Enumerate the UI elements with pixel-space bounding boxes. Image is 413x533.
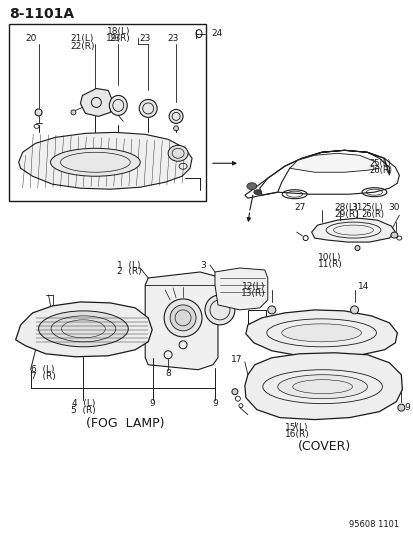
Text: (FOG  LAMP): (FOG LAMP) — [86, 417, 164, 430]
Polygon shape — [289, 154, 378, 172]
Text: 29(R): 29(R) — [334, 209, 358, 219]
Ellipse shape — [170, 305, 196, 331]
Ellipse shape — [168, 146, 188, 161]
Text: 3: 3 — [199, 261, 205, 270]
Text: 26(R): 26(R) — [368, 166, 392, 175]
Text: 9: 9 — [149, 399, 155, 408]
Polygon shape — [245, 310, 396, 357]
Polygon shape — [19, 132, 192, 189]
Text: (COVER): (COVER) — [297, 440, 350, 453]
Ellipse shape — [277, 375, 367, 399]
Ellipse shape — [71, 110, 76, 115]
Text: 21(L): 21(L) — [71, 34, 94, 43]
Polygon shape — [311, 218, 394, 242]
Text: 20: 20 — [25, 34, 36, 43]
Ellipse shape — [354, 246, 359, 251]
Text: 23: 23 — [109, 34, 121, 43]
Ellipse shape — [253, 190, 261, 195]
Bar — [247, 310, 265, 324]
Polygon shape — [244, 353, 401, 419]
Text: 31: 31 — [351, 203, 362, 212]
Polygon shape — [16, 302, 152, 357]
Text: 9: 9 — [404, 403, 409, 412]
Ellipse shape — [109, 95, 127, 116]
Ellipse shape — [397, 404, 404, 411]
Text: 8: 8 — [165, 369, 171, 378]
Ellipse shape — [169, 109, 183, 123]
Text: 13(R): 13(R) — [240, 289, 265, 298]
Polygon shape — [80, 88, 112, 116]
Polygon shape — [214, 268, 267, 310]
Bar — [9, 23, 206, 201]
Polygon shape — [145, 272, 217, 370]
Ellipse shape — [267, 306, 275, 314]
Text: 25(L): 25(L) — [361, 203, 382, 212]
Text: 2  (R): 2 (R) — [117, 268, 142, 277]
Text: 26(R): 26(R) — [361, 209, 384, 219]
Text: 23: 23 — [139, 34, 150, 43]
Text: 15(L): 15(L) — [284, 423, 308, 432]
Ellipse shape — [350, 306, 358, 314]
Text: 19(R): 19(R) — [105, 34, 130, 43]
Text: 17: 17 — [230, 356, 242, 364]
Text: 1  (L): 1 (L) — [117, 261, 140, 270]
Ellipse shape — [246, 183, 256, 190]
Text: 95608 1101: 95608 1101 — [349, 520, 399, 529]
Ellipse shape — [281, 324, 361, 342]
Ellipse shape — [204, 295, 234, 325]
Ellipse shape — [390, 232, 397, 238]
Ellipse shape — [35, 109, 42, 116]
Text: 8-1101A: 8-1101A — [9, 6, 74, 21]
Text: 28(L): 28(L) — [334, 203, 357, 212]
Text: 9: 9 — [211, 399, 217, 408]
Text: 23: 23 — [167, 34, 178, 43]
Text: 6  (L): 6 (L) — [31, 365, 54, 374]
Ellipse shape — [164, 299, 202, 337]
Text: 27: 27 — [293, 203, 305, 212]
Text: 18(L): 18(L) — [107, 27, 130, 36]
Text: 22(R): 22(R) — [70, 42, 95, 51]
Text: 12(L): 12(L) — [242, 282, 265, 292]
Ellipse shape — [139, 100, 157, 117]
Text: 10(L): 10(L) — [317, 253, 340, 262]
Text: 25(L): 25(L) — [368, 159, 390, 168]
Ellipse shape — [50, 148, 140, 176]
Text: 7  (R): 7 (R) — [31, 372, 55, 381]
Text: 16(R): 16(R) — [284, 430, 309, 439]
Text: 5  (R): 5 (R) — [71, 406, 95, 415]
Text: 11(R): 11(R) — [317, 260, 342, 269]
Ellipse shape — [231, 389, 237, 394]
Ellipse shape — [173, 126, 178, 131]
Ellipse shape — [38, 311, 128, 347]
Text: 14: 14 — [357, 282, 368, 292]
Text: 30: 30 — [388, 203, 399, 212]
Text: 24: 24 — [211, 29, 222, 38]
Text: 4  (L): 4 (L) — [71, 399, 95, 408]
